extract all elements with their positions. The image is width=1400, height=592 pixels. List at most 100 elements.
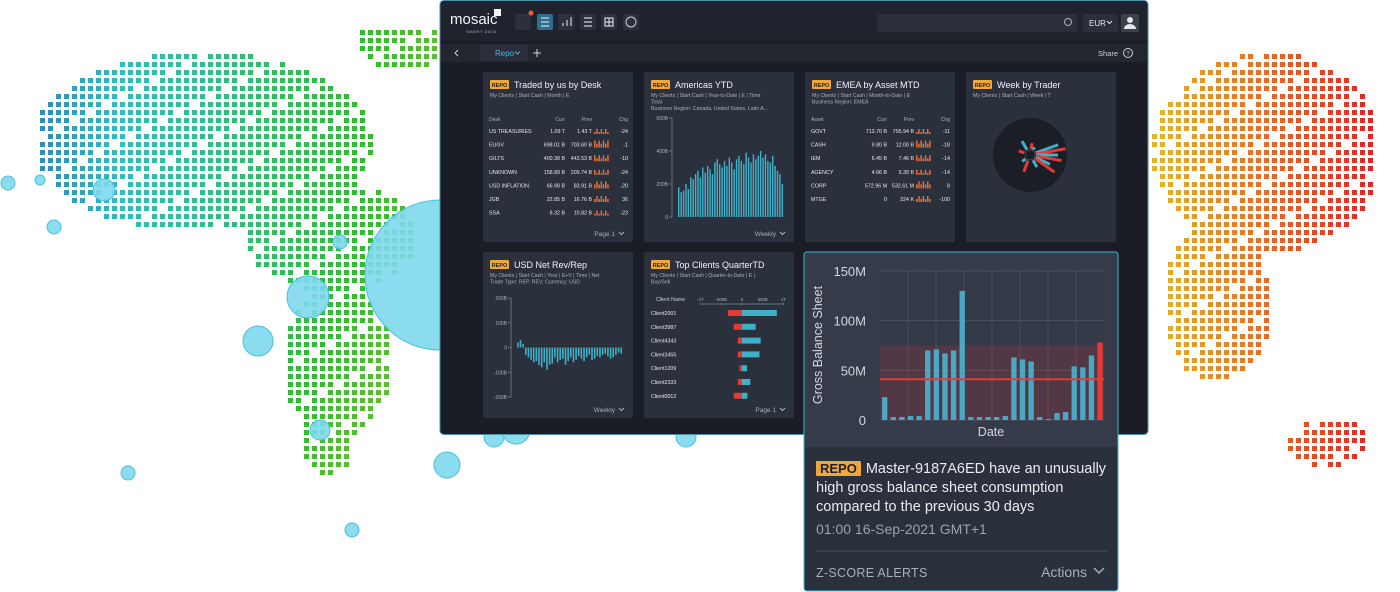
map-dot xyxy=(328,438,333,443)
map-dot xyxy=(1304,150,1309,155)
map-dot xyxy=(192,86,197,91)
map-dot xyxy=(320,342,325,347)
bar xyxy=(593,347,596,359)
map-dot xyxy=(120,198,125,203)
map-dot xyxy=(224,118,229,123)
map-dot xyxy=(1320,158,1325,163)
map-dot xyxy=(1320,214,1325,219)
map-dot xyxy=(272,118,277,123)
icon-button[interactable] xyxy=(558,14,574,30)
back-button[interactable] xyxy=(454,49,459,57)
map-dot xyxy=(1192,254,1197,259)
map-dot xyxy=(328,462,333,467)
map-dot xyxy=(352,366,357,371)
map-dot xyxy=(1168,110,1173,115)
map-dot xyxy=(1280,230,1285,235)
map-dot xyxy=(336,110,341,115)
map-dot xyxy=(280,174,285,179)
map-dot xyxy=(328,174,333,179)
map-dot xyxy=(288,358,293,363)
map-dot xyxy=(256,182,261,187)
map-dot xyxy=(1280,238,1285,243)
table-cell: 1.09 T xyxy=(550,129,566,135)
map-dot xyxy=(304,262,309,267)
map-dot xyxy=(152,62,157,67)
help-button[interactable] xyxy=(1123,48,1133,58)
tab[interactable] xyxy=(480,45,528,61)
map-dot xyxy=(176,174,181,179)
map-dot xyxy=(1184,166,1189,171)
map-dot xyxy=(1224,190,1229,195)
sparkline-bar xyxy=(602,169,605,175)
map-dot xyxy=(168,206,173,211)
map-dot xyxy=(328,270,333,275)
add-tab[interactable] xyxy=(533,49,541,57)
map-dot xyxy=(1184,358,1189,363)
sparkline-bar xyxy=(607,199,609,202)
map-dot xyxy=(296,318,301,323)
map-dot xyxy=(1264,62,1269,67)
map-dot xyxy=(112,182,117,187)
sparkline-bar xyxy=(602,140,605,148)
search-box[interactable] xyxy=(877,14,1077,32)
map-dot xyxy=(128,62,133,67)
tab-label[interactable]: Repo xyxy=(495,49,515,58)
map-dot xyxy=(1256,86,1261,91)
map-dot xyxy=(216,54,221,59)
map-dot xyxy=(272,158,277,163)
map-dot xyxy=(88,166,93,171)
map-dot xyxy=(144,190,149,195)
map-dot xyxy=(232,166,237,171)
map-dot xyxy=(352,222,357,227)
map-dot xyxy=(1264,118,1269,123)
map-dot xyxy=(200,118,205,123)
map-dot xyxy=(72,142,77,147)
map-dot xyxy=(1312,238,1317,243)
map-dot xyxy=(304,198,309,203)
sparkline-bar xyxy=(607,169,609,175)
map-dot xyxy=(56,174,61,179)
map-dot xyxy=(288,398,293,403)
map-dot xyxy=(1232,206,1237,211)
map-dot xyxy=(312,230,317,235)
map-dot xyxy=(280,118,285,123)
map-dot xyxy=(1152,134,1157,139)
map-dot xyxy=(1192,318,1197,323)
actions-button[interactable]: Actions xyxy=(1041,564,1087,580)
map-dot xyxy=(1320,126,1325,131)
y-tick-label: 0 xyxy=(859,413,866,428)
sparkline-bar xyxy=(924,169,927,175)
map-dot xyxy=(248,126,253,131)
bar xyxy=(538,347,540,365)
icon-button[interactable] xyxy=(515,14,531,30)
map-dot xyxy=(312,366,317,371)
map-dot xyxy=(40,142,45,147)
map-dot xyxy=(400,54,405,59)
currency-select[interactable] xyxy=(1083,14,1118,32)
map-dot xyxy=(248,246,253,251)
map-dot xyxy=(1352,158,1357,163)
map-dot xyxy=(360,198,365,203)
map-dot xyxy=(1216,134,1221,139)
sparkline-bar xyxy=(918,181,920,189)
map-dot xyxy=(1200,222,1205,227)
share-button[interactable]: Share xyxy=(1098,49,1118,58)
map-dot xyxy=(360,366,365,371)
map-dot xyxy=(376,350,381,355)
map-dot xyxy=(1328,422,1333,427)
map-dot xyxy=(40,158,45,163)
map-dot xyxy=(264,190,269,195)
map-dot xyxy=(160,182,165,187)
map-dot xyxy=(120,134,125,139)
map-dot xyxy=(1168,334,1173,339)
bar xyxy=(609,347,612,359)
map-dot xyxy=(56,166,61,171)
icon-button[interactable] xyxy=(623,14,639,30)
map-dot xyxy=(168,182,173,187)
map-dot xyxy=(200,190,205,195)
map-dot xyxy=(344,366,349,371)
map-dot xyxy=(1328,158,1333,163)
map-dot xyxy=(200,70,205,75)
map-dot xyxy=(328,110,333,115)
